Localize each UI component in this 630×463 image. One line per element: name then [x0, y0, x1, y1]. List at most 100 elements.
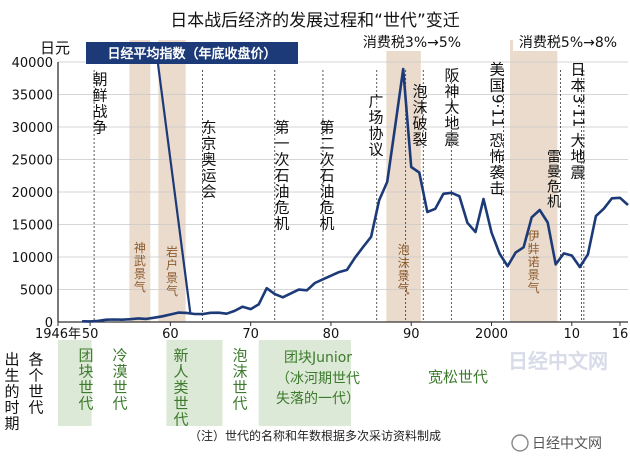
event-label-char: 沫 [412, 98, 427, 116]
generation-label-char: 类 [173, 378, 188, 396]
boom-label-char: 景 [166, 271, 178, 285]
boom-label-char: 武 [134, 254, 146, 268]
y-tick-label: 25000 [12, 154, 53, 169]
boom-label-char: 景 [398, 269, 410, 283]
event-label-run: 3·11 [570, 94, 588, 127]
x-tick-label: 50 [82, 327, 99, 342]
event-label-char: 争 [92, 118, 107, 136]
x-tick-label: 80 [323, 327, 340, 342]
event-label-char: 朝 [92, 70, 107, 88]
boom-shade [158, 40, 186, 322]
x-tick-label: 1946年 [35, 327, 81, 342]
event-lines [93, 70, 585, 322]
generation-band [222, 340, 259, 426]
legend: 日经平均指数（年底收盘价） [86, 42, 298, 64]
event-label-char: 雷 [547, 149, 561, 165]
boom-label-char: 泡 [398, 243, 410, 257]
generation-label-char: 块 [78, 362, 93, 380]
x-tick-label: 2000 [475, 327, 508, 342]
event-label-char: 阪 [444, 66, 459, 84]
chart-title: 日本战后经济的发展过程和“世代”变迁 [170, 11, 460, 31]
event-label-char: 裂 [412, 130, 427, 148]
boom-label-char: 沫 [398, 256, 410, 270]
generation-label: 团块Junior [284, 350, 352, 366]
generation-band [258, 340, 352, 426]
event-label-char: 美 [489, 60, 504, 78]
row-label-char-1-char: 生 [4, 366, 19, 384]
y-tick-label: 35000 [12, 89, 53, 104]
event-label-char: 协 [368, 124, 383, 142]
generation-label-char: 世 [78, 378, 93, 396]
boom-label-char: 伊 [528, 229, 540, 243]
event-label-char: 广 [368, 92, 383, 110]
y-gridlines [58, 61, 628, 290]
event-label-char: 神 [444, 82, 459, 100]
event-label: 消费税3%→5% [363, 35, 461, 51]
note: （注）世代的名称和年数根据多次采访资料制成 [189, 428, 441, 443]
generation-label-char: 世 [173, 394, 188, 412]
legend-box [86, 42, 298, 64]
boom-label-char: 神 [134, 241, 146, 255]
event-label-char: 第 [274, 118, 289, 136]
event-label-char: 石 [319, 166, 334, 184]
boom-periods [129, 40, 558, 322]
generation-band [91, 340, 167, 426]
legend-series-name: 日经平均指数（年底收盘价） [107, 46, 276, 62]
boom-label-char: 气 [528, 280, 540, 295]
row-label-char-1-char: 期 [4, 414, 19, 432]
watermark: 日经中文网 [508, 349, 608, 373]
row-label-char-2-char: 世 [28, 382, 43, 400]
event-label-char: 运 [201, 166, 216, 184]
event-label-char: 石 [274, 166, 289, 184]
event-label-char: 日 [570, 60, 585, 78]
event-label-char: 鲜 [92, 86, 107, 104]
generation-band [58, 340, 92, 426]
event-label-char: 机 [274, 214, 289, 232]
event-label-char: 大 [444, 98, 459, 116]
event-label-char: 危 [547, 179, 561, 195]
row-label-char-2-char: 各 [28, 350, 43, 368]
y-axis-unit: 日元 [40, 39, 70, 57]
boom-label-char: 景 [134, 267, 146, 281]
x-tick-label: 60 [162, 327, 179, 342]
boom-label-char: 气 [166, 283, 178, 298]
generation-label-char: 冷 [112, 346, 127, 364]
generation-label-char: 团 [78, 346, 93, 364]
event-label-char: 京 [201, 134, 216, 152]
generation-label-char: 代 [78, 394, 93, 412]
boom-shade [129, 40, 151, 322]
event-label-char: 大 [570, 132, 585, 150]
event-label-char: 战 [92, 102, 107, 120]
generation-band [166, 340, 223, 426]
event-label-char: 议 [368, 140, 383, 158]
event-label-char: 击 [489, 180, 504, 198]
event-label-char: 地 [444, 114, 459, 132]
event-label: 日本3·11 大地震 [570, 60, 588, 181]
generation-label-char: 泡 [232, 346, 247, 364]
y-ticks: 0 5000 10000 15000 20000 25000 30000 35000 40000 [12, 56, 53, 331]
legend-pointer [156, 63, 192, 315]
row-label-char-1-char: 的 [4, 382, 19, 400]
event-label: 消费税5%→8% [519, 35, 617, 51]
event-label-char: 震 [570, 164, 585, 182]
event-label-char: 泡 [412, 82, 427, 100]
